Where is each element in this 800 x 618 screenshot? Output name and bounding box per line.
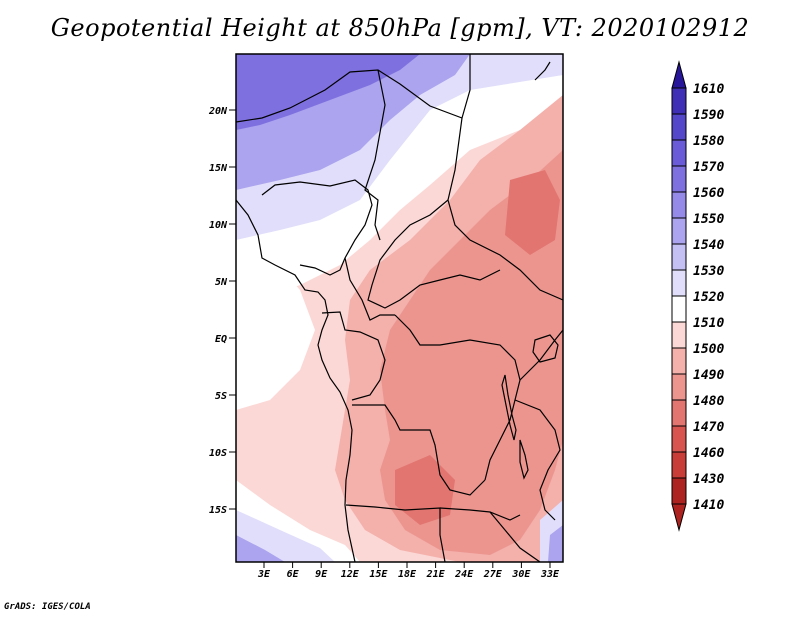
lat-tick-label: 10N xyxy=(209,220,228,231)
lon-tick-label: 18E xyxy=(398,569,417,580)
colorbar-top-arrow xyxy=(671,60,687,89)
colorbar-swatch xyxy=(671,347,687,375)
lon-tick-label: 21E xyxy=(426,569,446,580)
lon-tick-label: 6E xyxy=(287,569,300,580)
colorbar-label: 1540 xyxy=(693,238,724,253)
border-cameroon xyxy=(344,257,395,321)
colorbar-swatch xyxy=(671,373,687,401)
colorbar-label: 1590 xyxy=(693,108,724,123)
lon-tick-label: 33E xyxy=(540,569,560,580)
colorbar-label: 1490 xyxy=(693,368,724,383)
border-north-3 xyxy=(447,117,563,301)
map-frame xyxy=(235,53,564,563)
colorbar-label: 1510 xyxy=(693,316,724,331)
colorbar-swatch xyxy=(671,217,687,245)
colorbar-label: 1480 xyxy=(693,394,724,409)
lon-tick-label: 12E xyxy=(341,569,360,580)
colorbar-label: 1460 xyxy=(693,446,724,461)
colorbar-swatch xyxy=(671,295,687,323)
colorbar: 1610 1590 1580 1570 1560 1550 1540 1530 1520 1510… xyxy=(671,60,724,532)
colorbar-label: 1610 xyxy=(693,82,724,97)
colorbar-label: 1470 xyxy=(693,420,724,435)
colorbar-swatch xyxy=(671,269,687,297)
coastlines-borders xyxy=(236,54,563,562)
height-field xyxy=(236,54,563,562)
lake-victoria xyxy=(532,334,559,363)
field-white-west xyxy=(236,260,315,410)
colorbar-label: 1570 xyxy=(693,160,724,175)
field-blue-sw-deep xyxy=(236,535,285,562)
lat-tick-label: 15S xyxy=(209,505,227,516)
colorbar-swatch xyxy=(671,165,687,193)
lake-tanganyika xyxy=(501,374,517,441)
colorbar-swatch xyxy=(671,321,687,349)
border-chad xyxy=(367,199,501,309)
colorbar-label: 1580 xyxy=(693,134,724,149)
lat-tick-label: 5S xyxy=(215,391,227,402)
lon-tick-label: 27E xyxy=(483,569,503,580)
lon-tick-label: 30E xyxy=(511,569,531,580)
border-zimbabwe xyxy=(489,511,541,562)
lat-tick-label: 15N xyxy=(209,163,228,174)
colorbar-swatch xyxy=(671,399,687,427)
border-north-2 xyxy=(364,69,386,241)
lon-tick-label: 15E xyxy=(369,569,388,580)
field-salmon-core xyxy=(380,150,563,555)
colorbar-label: 1430 xyxy=(693,472,724,487)
colorbar-label: 1560 xyxy=(693,186,724,201)
border-drc xyxy=(394,314,521,481)
colorbar-label: 1550 xyxy=(693,212,724,227)
colorbar-label: 1410 xyxy=(693,498,724,513)
colorbar-swatch xyxy=(671,113,687,141)
border-angola xyxy=(352,404,486,496)
lon-axis: 3E 6E 9E 12E 15E 18E 21E 24E 27E 30E 33E xyxy=(257,562,560,580)
colorbar-label: 1520 xyxy=(693,290,724,305)
lon-tick-label: 3E xyxy=(257,569,271,580)
colorbar-swatch xyxy=(671,87,687,115)
lat-tick-label: 5N xyxy=(215,277,228,288)
border-east xyxy=(519,329,563,381)
colorbar-label: 1500 xyxy=(693,342,724,357)
colorbar-swatch xyxy=(671,139,687,167)
lat-axis: 20N 15N 10N 5N EQ 5S 10S 15S xyxy=(208,106,236,516)
grads-credit: GrADS: IGES/COLA xyxy=(4,602,91,612)
lon-tick-label: 24E xyxy=(454,569,474,580)
colorbar-label: 1530 xyxy=(693,264,724,279)
field-blue-se-deep xyxy=(548,525,563,562)
colorbar-swatch xyxy=(671,191,687,219)
colorbar-swatch xyxy=(671,477,687,505)
lat-tick-label: 20N xyxy=(208,106,228,117)
colorbar-bottom-arrow xyxy=(671,503,687,532)
colorbar-swatch xyxy=(671,425,687,453)
field-red-patch-north xyxy=(505,170,560,255)
colorbar-swatch xyxy=(671,243,687,271)
border-congo xyxy=(321,311,386,401)
border-angola-south xyxy=(345,504,446,562)
lat-tick-label: EQ xyxy=(215,334,227,345)
chart-title: Geopotential Height at 850hPa [gpm], VT:… xyxy=(50,14,750,42)
colorbar-swatch xyxy=(671,451,687,479)
west-coastline xyxy=(236,199,356,562)
lon-tick-label: 9E xyxy=(315,569,328,580)
lake-malawi xyxy=(519,439,529,480)
lat-tick-label: 10S xyxy=(209,448,227,459)
red-sea-coast xyxy=(534,61,551,81)
border-east-2 xyxy=(514,399,561,521)
border-west-africa xyxy=(261,179,373,276)
